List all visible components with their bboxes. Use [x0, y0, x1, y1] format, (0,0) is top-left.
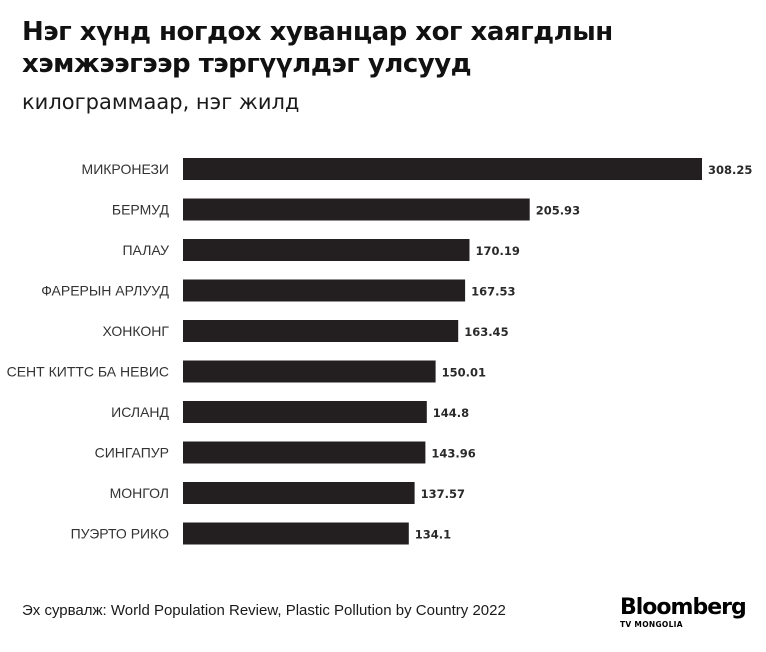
value-label: 143.96: [431, 447, 475, 461]
bar-7: [183, 401, 427, 423]
logo-wordmark: Bloomberg: [620, 595, 747, 620]
bar-6: [183, 360, 436, 383]
bloomberg-logo: Bloomberg TV MONGOLIA: [620, 595, 750, 630]
category-label: МИКРОНЕЗИ: [82, 161, 169, 177]
value-label: 167.53: [471, 285, 515, 299]
category-label: СЕНТ КИТТС БА НЕВИС: [7, 364, 169, 380]
category-label: ИСЛАНД: [111, 404, 169, 420]
chart-title: Нэг хүнд ногдох хуванцар хог хаягдлын хэ…: [22, 17, 613, 79]
bar-9: [183, 482, 415, 504]
bar-2: [183, 198, 530, 221]
bar-10: [183, 522, 409, 545]
category-label: СИНГАПУР: [95, 445, 169, 461]
category-label: МОНГОЛ: [110, 485, 169, 501]
category-label: ПАЛАУ: [122, 242, 169, 258]
chart-subtitle: килограммаар, нэг жилд: [22, 90, 300, 114]
source-note: Эх сурвалж: World Population Review, Pla…: [22, 602, 506, 619]
value-label: 144.8: [433, 406, 469, 420]
bar-3: [183, 239, 470, 261]
value-label: 150.01: [442, 366, 486, 380]
value-label: 137.57: [421, 487, 465, 501]
logo-subtitle: TV MONGOLIA: [620, 620, 683, 629]
category-label: БЕРМУД: [112, 202, 170, 218]
bar-5: [183, 320, 459, 342]
bar-4: [183, 279, 466, 302]
category-label: ХОНКОНГ: [103, 323, 170, 339]
value-label: 308.25: [708, 163, 752, 177]
category-label: ФАРЕРЫН АРЛУУД: [41, 283, 169, 299]
value-label: 134.1: [415, 528, 451, 542]
bar-1: [183, 158, 702, 180]
category-label: ПУЭРТО РИКО: [71, 526, 170, 542]
value-label: 205.93: [536, 204, 580, 218]
value-label: 163.45: [464, 325, 508, 339]
value-label: 170.19: [476, 244, 520, 258]
bar-8: [183, 441, 426, 464]
